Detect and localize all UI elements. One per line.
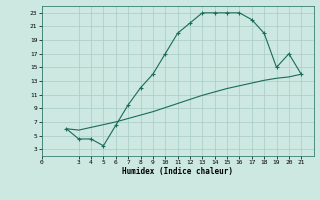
X-axis label: Humidex (Indice chaleur): Humidex (Indice chaleur) xyxy=(122,167,233,176)
